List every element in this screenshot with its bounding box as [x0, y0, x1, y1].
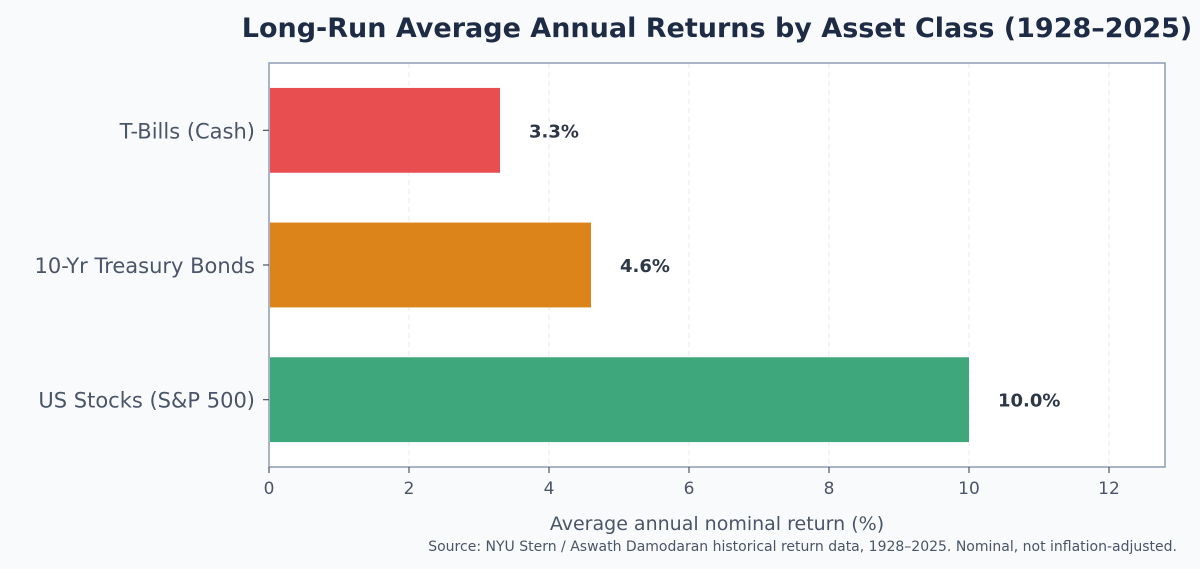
source-note: Source: NYU Stern / Aswath Damodaran his…: [428, 539, 1177, 555]
bar: [270, 222, 591, 308]
y-category-label: T-Bills (Cash): [119, 119, 255, 143]
y-category-label: US Stocks (S&P 500): [38, 389, 255, 413]
x-tick-label: 4: [544, 479, 555, 499]
bar: [270, 357, 969, 443]
chart-title: Long-Run Average Annual Returns by Asset…: [242, 13, 1193, 44]
x-tick-label: 6: [684, 479, 695, 499]
x-tick-label: 10: [958, 479, 980, 499]
bar-value-label: 10.0%: [998, 391, 1060, 412]
bar-value-label: 3.3%: [529, 121, 579, 142]
x-axis-title: Average annual nominal return (%): [550, 513, 884, 535]
x-tick-label: 0: [264, 479, 275, 499]
x-tick-label: 8: [824, 479, 835, 499]
bars: 3.3% 4.6% 10.0%: [270, 87, 1060, 443]
y-category-label: 10-Yr Treasury Bonds: [35, 254, 255, 278]
bar: [270, 87, 500, 173]
bar-value-label: 4.6%: [620, 256, 670, 277]
x-tick-label: 12: [1098, 479, 1120, 499]
axes: 0 2 4 6 8 10 12 T-Bills (Cash) 10-Yr Treasury Bo…: [35, 119, 1120, 499]
x-tick-label: 2: [404, 479, 415, 499]
